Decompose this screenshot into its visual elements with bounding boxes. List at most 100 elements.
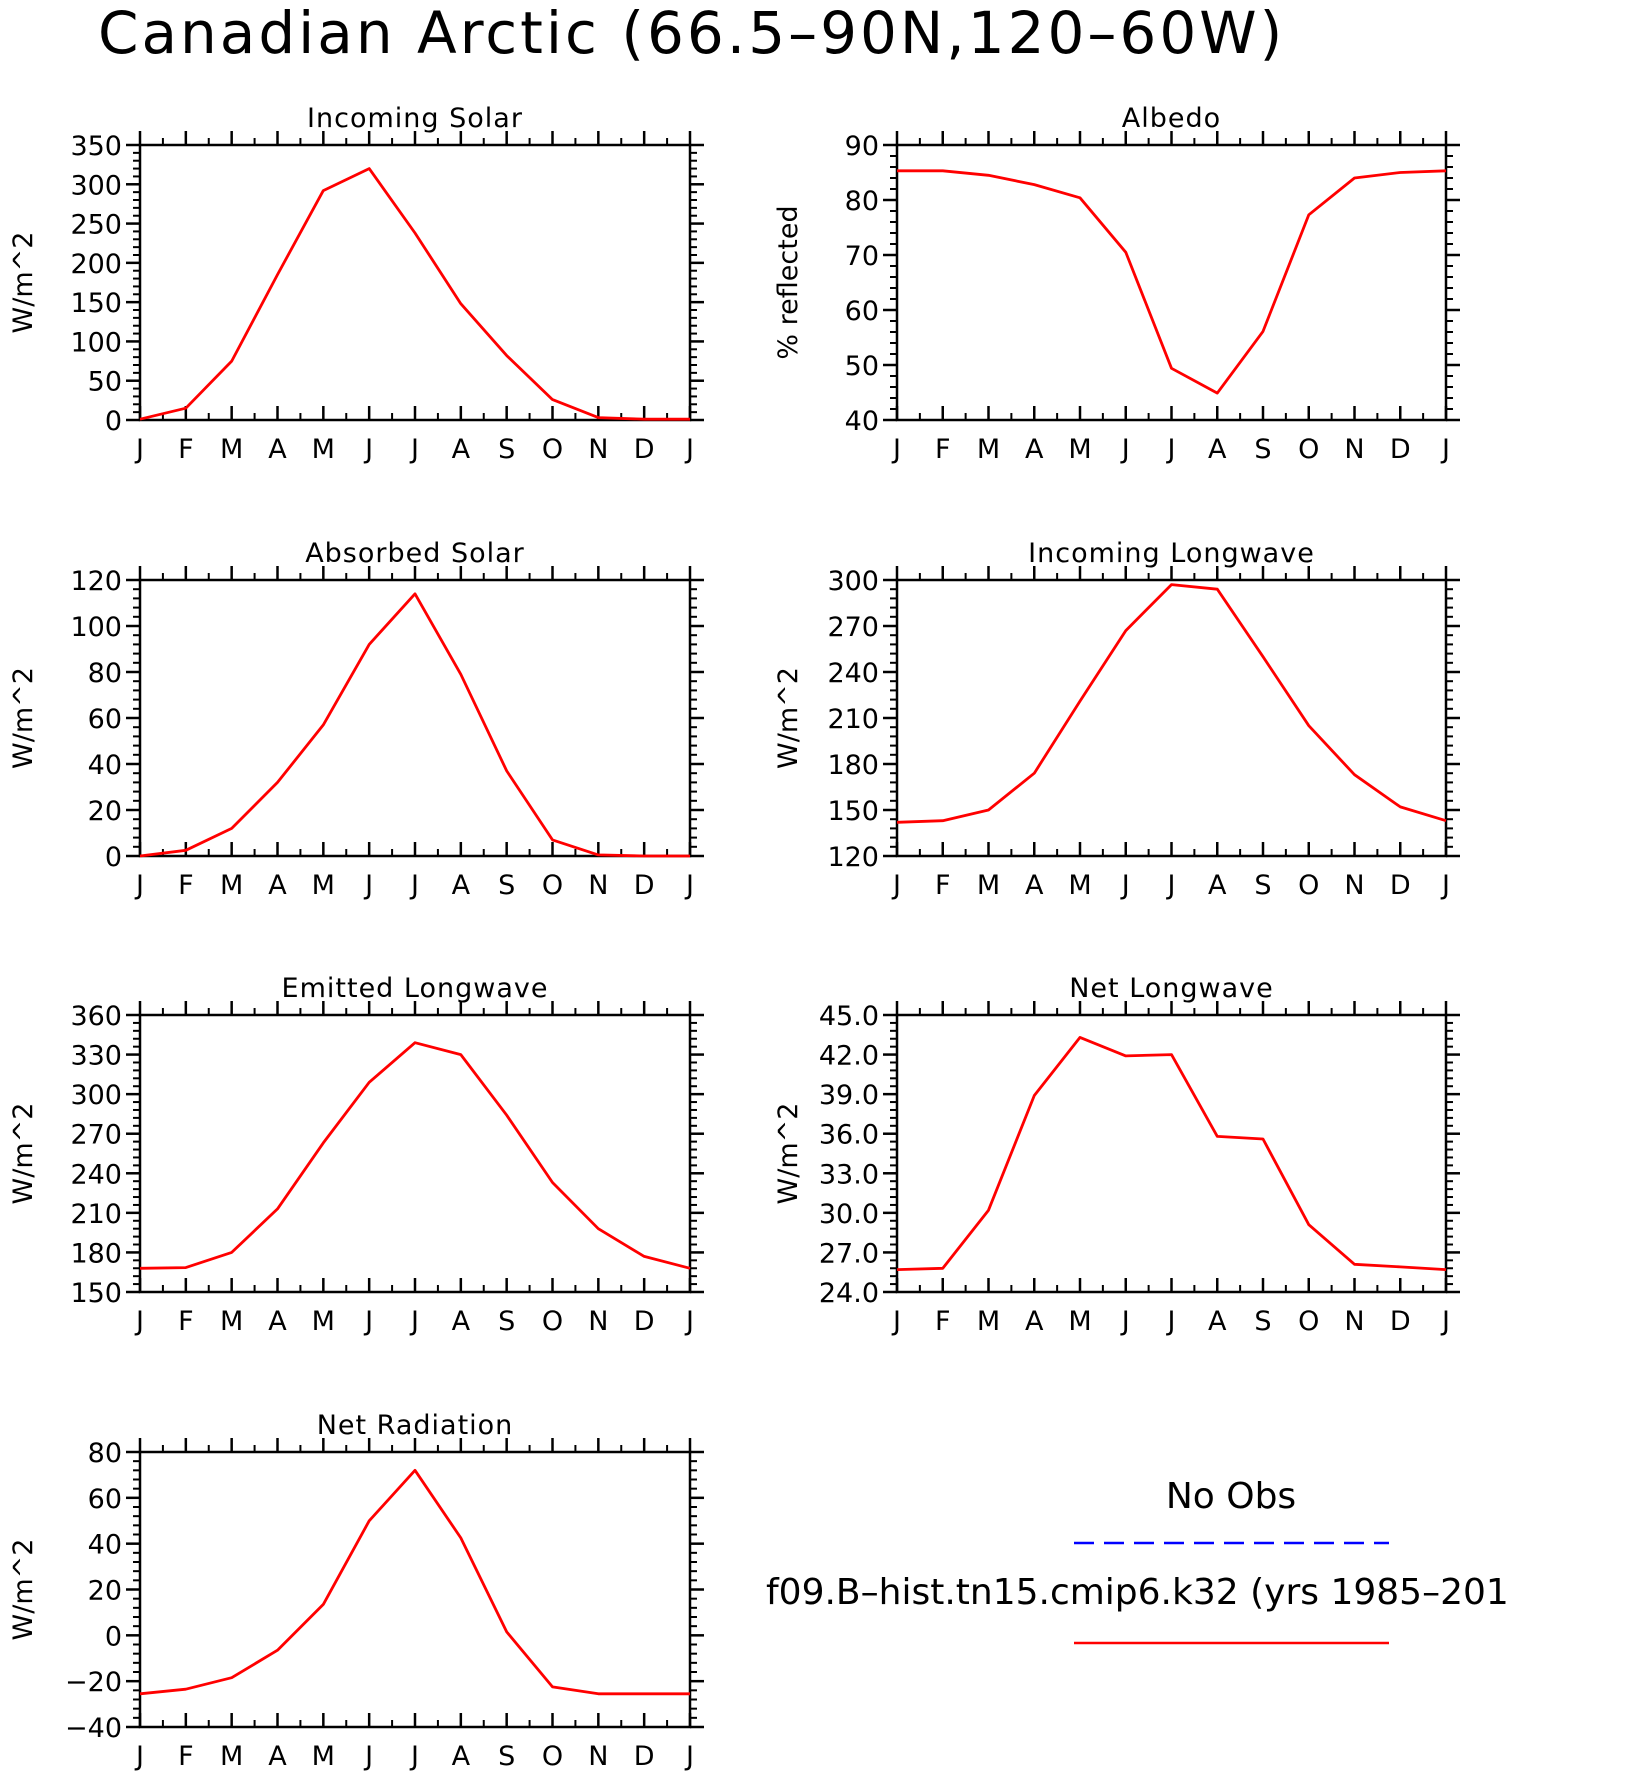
x-tick-label: J: [363, 1741, 373, 1772]
x-tick-label: O: [542, 1741, 563, 1772]
x-tick-label: A: [1208, 870, 1227, 901]
y-axis-label: W/m^2: [8, 232, 39, 334]
y-tick-label: 27.0: [819, 1238, 879, 1269]
y-tick-label: 30.0: [819, 1199, 879, 1230]
x-tick-label: F: [178, 870, 194, 901]
x-tick-label: M: [1068, 1306, 1091, 1337]
plot-frame: [895, 578, 1448, 858]
x-tick-label: M: [977, 1306, 1000, 1337]
x-tick-label: O: [542, 1306, 563, 1337]
x-tick-label: F: [935, 1306, 951, 1337]
x-tick-label: S: [498, 1306, 515, 1337]
x-tick-label: A: [1025, 434, 1044, 465]
x-tick-label: S: [498, 1741, 515, 1772]
x-tick-label: A: [1208, 1306, 1227, 1337]
chart-panel: J F M A M J J A S O N D J120150180210240270300Incomi…: [773, 538, 1460, 901]
x-tick-label: J: [409, 1306, 419, 1337]
y-tick-label: 36.0: [819, 1120, 879, 1151]
x-tick-label: J: [1440, 1306, 1450, 1337]
y-tick-label: 350: [70, 131, 122, 162]
y-tick-label: 20: [88, 1576, 122, 1607]
y-tick-label: 100: [70, 327, 122, 358]
y-tick-label: −40: [65, 1713, 122, 1744]
x-tick-label: J: [134, 870, 144, 901]
y-tick-label: 240: [70, 1159, 122, 1190]
x-tick-label: J: [1120, 870, 1130, 901]
x-tick-label: N: [588, 870, 608, 901]
y-tick-label: 250: [70, 210, 122, 241]
y-axis-label: W/m^2: [773, 1103, 804, 1205]
x-tick-label: J: [363, 434, 373, 465]
x-tick-label: A: [1208, 434, 1227, 465]
x-tick-label: O: [542, 870, 563, 901]
x-tick-label: J: [134, 1741, 144, 1772]
x-tick-label: J: [1166, 1306, 1176, 1337]
y-tick-label: 120: [70, 566, 122, 597]
y-tick-label: 33.0: [819, 1159, 879, 1190]
series-line: [139, 592, 690, 858]
x-tick-label: N: [588, 434, 608, 465]
x-tick-label: N: [588, 1741, 608, 1772]
y-tick-label: 330: [70, 1041, 122, 1072]
x-tick-label: J: [1166, 870, 1176, 901]
x-tick-label: J: [409, 434, 419, 465]
x-tick-label: N: [1344, 1306, 1364, 1337]
y-tick-label: 45.0: [819, 1001, 879, 1032]
panel-title: Absorbed Solar: [305, 538, 525, 569]
plot-frame: [138, 143, 692, 422]
x-tick-label: A: [268, 434, 287, 465]
panel-title: Albedo: [1122, 103, 1221, 134]
y-tick-label: 270: [827, 612, 879, 643]
x-tick-label: D: [634, 870, 655, 901]
series-line: [139, 167, 690, 421]
y-tick-label: 180: [70, 1238, 122, 1269]
x-tick-label: A: [452, 1741, 471, 1772]
x-tick-label: J: [363, 870, 373, 901]
series-line: [896, 1036, 1447, 1271]
x-tick-label: M: [312, 870, 335, 901]
x-tick-label: N: [1344, 434, 1364, 465]
y-axis-label: W/m^2: [8, 667, 39, 769]
y-tick-label: 20: [88, 796, 122, 827]
series-line: [896, 583, 1447, 824]
y-tick-label: −20: [65, 1667, 122, 1698]
x-tick-label: A: [452, 1306, 471, 1337]
x-tick-label: O: [1298, 1306, 1319, 1337]
x-tick-label: M: [220, 870, 243, 901]
y-axis-label: % reflected: [773, 205, 804, 359]
x-tick-label: A: [452, 870, 471, 901]
chart-panel: J F M A M J J A S O N D J150180210240270300330360Emi…: [8, 973, 704, 1337]
y-tick-label: 0: [105, 406, 122, 437]
x-tick-label: A: [452, 434, 471, 465]
x-tick-label: F: [178, 1741, 194, 1772]
x-tick-label: J: [1166, 434, 1176, 465]
x-tick-label: M: [220, 1741, 243, 1772]
x-tick-label: M: [220, 434, 243, 465]
chart-panel: J F M A M J J A S O N D J050100150200250300350Incomi…: [8, 103, 704, 465]
x-tick-label: D: [1390, 434, 1411, 465]
x-tick-label: A: [1025, 870, 1044, 901]
x-tick-label: D: [634, 1306, 655, 1337]
plot-frame: [895, 143, 1448, 422]
chart-panels: J F M A M J J A S O N D J050100150200250300350Incomi…: [8, 103, 1460, 1772]
x-tick-label: M: [312, 434, 335, 465]
panel-title: Emitted Longwave: [282, 973, 549, 1004]
plot-frame: [138, 578, 692, 858]
x-tick-label: O: [1298, 870, 1319, 901]
chart-panel: J F M A M J J A S O N D J24.027.030.033.036.039.042.…: [773, 973, 1460, 1337]
x-tick-label: D: [634, 434, 655, 465]
x-tick-label: J: [1440, 434, 1450, 465]
x-tick-label: M: [312, 1306, 335, 1337]
y-tick-label: 180: [827, 750, 879, 781]
x-tick-label: S: [1254, 1306, 1271, 1337]
x-tick-label: J: [363, 1306, 373, 1337]
x-tick-label: J: [134, 434, 144, 465]
x-tick-label: D: [1390, 870, 1411, 901]
plot-frame: [138, 1013, 692, 1294]
panel-title: Net Longwave: [1069, 973, 1274, 1004]
y-tick-label: 42.0: [819, 1041, 879, 1072]
